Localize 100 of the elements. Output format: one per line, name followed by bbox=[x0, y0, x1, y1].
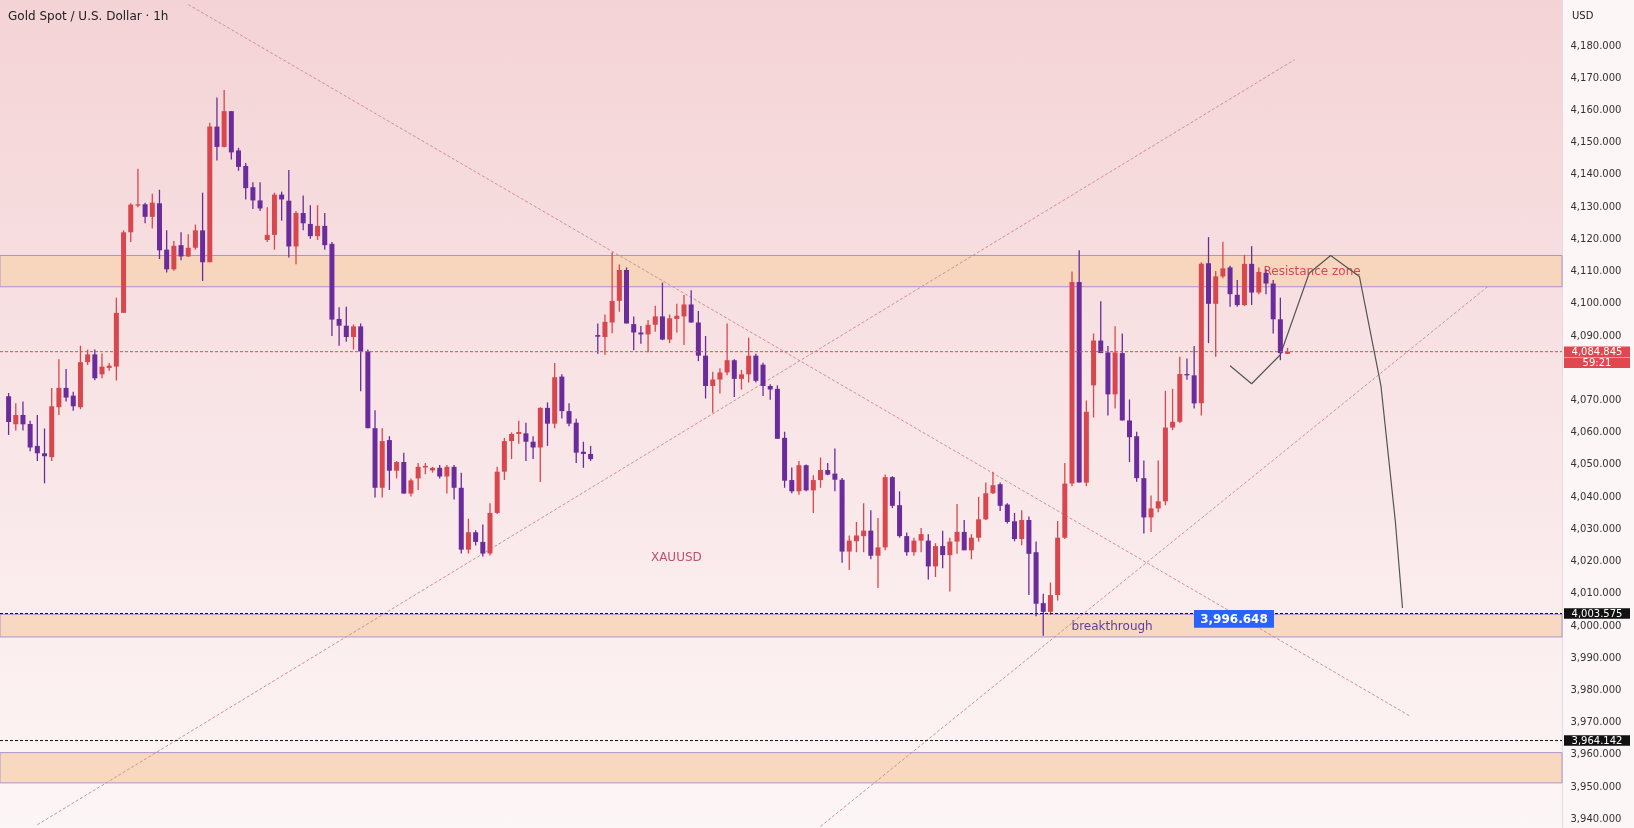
candlestick bbox=[343, 306, 349, 343]
candlestick bbox=[34, 414, 40, 462]
candlestick bbox=[63, 368, 69, 403]
candlestick bbox=[738, 369, 744, 391]
candlestick bbox=[968, 533, 974, 560]
ref-line-label: 4,003.575 bbox=[1571, 607, 1623, 619]
candlestick bbox=[444, 464, 450, 495]
candlestick bbox=[1220, 240, 1226, 280]
candlestick bbox=[947, 537, 953, 593]
candlestick bbox=[710, 371, 716, 414]
candlestick bbox=[961, 519, 967, 551]
candlestick bbox=[530, 435, 536, 460]
candlestick bbox=[566, 402, 572, 427]
candlestick bbox=[789, 466, 795, 494]
candlestick bbox=[214, 96, 220, 162]
candlestick bbox=[652, 305, 658, 333]
candlestick bbox=[580, 441, 586, 469]
candlestick bbox=[250, 181, 256, 210]
candlestick bbox=[1019, 509, 1025, 546]
candlestick bbox=[185, 233, 191, 258]
candlestick bbox=[1047, 581, 1053, 616]
candlestick bbox=[544, 401, 550, 447]
candlestick bbox=[932, 542, 938, 578]
y-tick-label: 4,170.000 bbox=[1570, 71, 1622, 83]
candlestick bbox=[465, 518, 471, 555]
candlestick bbox=[70, 391, 76, 412]
candlestick bbox=[451, 464, 457, 501]
candlestick bbox=[300, 194, 306, 232]
line-series bbox=[1229, 254, 1404, 609]
candlestick bbox=[911, 537, 917, 557]
y-tick-label: 4,110.000 bbox=[1570, 265, 1622, 277]
candlestick bbox=[516, 420, 522, 445]
candlestick bbox=[509, 431, 515, 460]
candlestick bbox=[667, 313, 673, 344]
candlestick bbox=[760, 362, 766, 397]
candlestick bbox=[846, 534, 852, 571]
candlestick bbox=[13, 402, 19, 432]
candlestick bbox=[1256, 266, 1262, 295]
candlestick bbox=[415, 462, 421, 491]
candlestick bbox=[1098, 300, 1104, 354]
candlestick bbox=[243, 162, 249, 201]
ref-line-label: 3,964.142 bbox=[1571, 734, 1623, 746]
annotation: XAUUSD bbox=[650, 550, 702, 565]
candlestick bbox=[264, 206, 270, 243]
y-tick-label: 3,980.000 bbox=[1570, 683, 1622, 695]
candlestick bbox=[92, 348, 98, 381]
candlestick bbox=[27, 420, 33, 453]
candlestick bbox=[1155, 459, 1161, 513]
candlestick bbox=[171, 240, 177, 272]
y-tick-label: 4,180.000 bbox=[1570, 39, 1622, 51]
candlestick bbox=[1004, 502, 1010, 525]
candlestick bbox=[192, 223, 198, 251]
candlestick bbox=[164, 229, 170, 274]
candlestick bbox=[659, 281, 665, 341]
candlestick bbox=[20, 400, 26, 432]
y-tick-label: 4,140.000 bbox=[1570, 168, 1622, 180]
candlestick bbox=[810, 474, 816, 514]
candlestick bbox=[1234, 279, 1240, 308]
candlestick bbox=[990, 471, 996, 495]
annotation: 3,996.648 bbox=[1200, 611, 1268, 626]
candlestick bbox=[853, 521, 859, 553]
y-tick-label: 4,020.000 bbox=[1570, 555, 1622, 567]
candlestick bbox=[315, 204, 321, 241]
y-tick-label: 4,060.000 bbox=[1570, 426, 1622, 438]
y-tick-label: 3,990.000 bbox=[1570, 651, 1622, 663]
y-tick-label: 4,040.000 bbox=[1570, 490, 1622, 502]
candlestick bbox=[940, 529, 946, 569]
candlestick bbox=[595, 322, 601, 355]
candlestick bbox=[257, 181, 263, 212]
candlestick bbox=[717, 367, 723, 395]
candlestick bbox=[149, 192, 155, 230]
candlestick bbox=[976, 496, 982, 543]
candlestick bbox=[236, 147, 242, 172]
text: USD bbox=[1572, 10, 1594, 21]
candlestick bbox=[904, 531, 910, 557]
y-tick-label: 4,150.000 bbox=[1570, 136, 1622, 148]
candlestick bbox=[918, 527, 924, 553]
candlestick bbox=[42, 427, 48, 484]
text: Gold Spot / U.S. Dollar · 1h bbox=[8, 9, 169, 23]
candlestick bbox=[818, 456, 824, 489]
y-tick-label: 4,120.000 bbox=[1570, 232, 1622, 244]
y-tick-label: 3,950.000 bbox=[1570, 780, 1622, 792]
y-tick-label: 4,090.000 bbox=[1570, 329, 1622, 341]
candlestick bbox=[638, 325, 644, 345]
candlestick bbox=[1148, 494, 1154, 533]
candlestick bbox=[731, 358, 737, 398]
y-tick-label: 4,050.000 bbox=[1570, 458, 1622, 470]
ref-line-label: 4,084.845 bbox=[1571, 345, 1623, 357]
candlestick bbox=[408, 477, 414, 498]
candlestick bbox=[832, 447, 838, 492]
y-tick-label: 4,100.000 bbox=[1570, 297, 1622, 309]
candlestick bbox=[688, 289, 694, 324]
candlestick bbox=[875, 517, 881, 589]
candlestick bbox=[1170, 388, 1176, 431]
candlestick bbox=[861, 502, 867, 553]
candlestick bbox=[56, 358, 62, 416]
candlestick bbox=[307, 204, 313, 240]
candlestick bbox=[674, 303, 680, 334]
candlestick bbox=[480, 523, 486, 558]
candlestick bbox=[954, 503, 960, 555]
